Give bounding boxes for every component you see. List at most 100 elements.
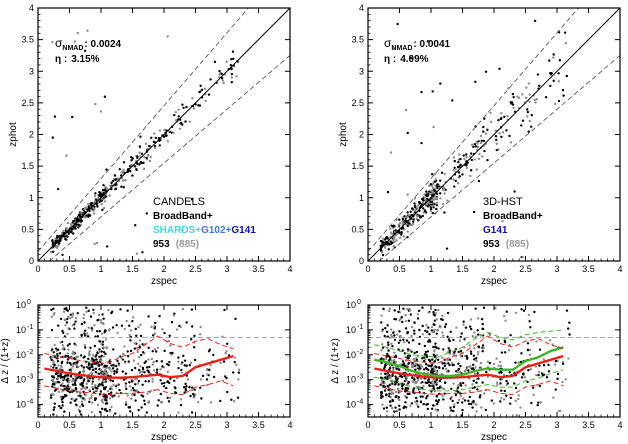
- data-point: [421, 198, 424, 201]
- data-point: [437, 398, 441, 402]
- data-point: [49, 250, 53, 254]
- legend-block: CANDELS BroadBand+ SHARDS+G102+G141 953(…: [153, 196, 256, 250]
- data-point: [130, 397, 133, 400]
- data-point: [83, 329, 87, 332]
- data-point: [471, 334, 475, 338]
- data-point: [225, 350, 228, 353]
- data-point: [433, 378, 436, 382]
- data-point: [106, 371, 109, 375]
- data-point: [91, 368, 95, 372]
- data-point: [500, 371, 503, 374]
- data-point: [537, 373, 540, 377]
- data-point: [478, 396, 482, 399]
- data-point: [104, 189, 107, 192]
- data-point: [114, 187, 118, 190]
- data-point: [415, 400, 419, 403]
- data-point: [441, 356, 444, 359]
- data-point: [135, 334, 138, 337]
- data-point: [469, 365, 472, 368]
- data-point: [536, 73, 540, 76]
- data-point: [83, 378, 86, 381]
- data-point: [530, 113, 533, 117]
- data-point: [138, 356, 141, 359]
- data-point: [451, 399, 454, 403]
- data-point: [535, 340, 538, 343]
- data-point: [472, 145, 475, 149]
- data-point: [80, 364, 83, 367]
- data-point: [401, 360, 405, 363]
- data-point: [58, 234, 62, 238]
- data-point: [206, 368, 209, 372]
- data-point: [124, 382, 128, 385]
- data-point: [409, 56, 413, 60]
- data-point: [421, 380, 424, 384]
- data-point: [428, 364, 432, 368]
- data-point: [79, 394, 82, 398]
- data-point: [482, 130, 485, 133]
- data-point: [557, 72, 560, 75]
- data-point: [538, 364, 541, 367]
- data-point: [405, 364, 409, 367]
- data-point: [87, 363, 91, 366]
- data-point: [129, 349, 133, 353]
- data-point: [90, 329, 94, 332]
- x-tick-label: 2: [491, 420, 496, 430]
- data-point: [405, 215, 409, 219]
- data-point: [64, 324, 67, 327]
- data-point: [479, 361, 483, 365]
- data-point: [125, 319, 128, 323]
- data-point: [424, 381, 427, 384]
- data-point: [514, 399, 517, 403]
- data-point: [408, 309, 412, 312]
- data-point: [226, 390, 229, 394]
- data-point: [49, 396, 53, 399]
- data-point: [72, 357, 76, 360]
- data-point: [59, 341, 62, 344]
- data-point: [452, 382, 455, 385]
- data-point: [561, 360, 565, 364]
- data-point: [414, 396, 418, 400]
- data-point: [427, 340, 430, 343]
- data-point: [401, 218, 405, 221]
- data-point: [153, 325, 156, 328]
- data-point: [130, 159, 133, 162]
- data-point: [397, 376, 400, 379]
- data-point: [391, 47, 395, 50]
- data-point: [413, 381, 416, 384]
- data-point: [442, 398, 445, 401]
- data-point: [556, 377, 559, 381]
- data-point: [500, 351, 504, 354]
- data-point: [479, 141, 483, 145]
- data-point: [402, 362, 406, 365]
- data-point: [433, 381, 437, 384]
- data-point: [56, 352, 59, 356]
- data-point: [532, 393, 535, 397]
- data-point: [471, 383, 474, 386]
- data-point: [431, 380, 434, 383]
- data-point: [415, 403, 418, 406]
- data-point: [468, 325, 472, 328]
- y-tick-label: 3: [29, 66, 34, 76]
- data-point: [411, 338, 415, 342]
- data-point: [226, 342, 229, 345]
- data-point: [422, 207, 425, 210]
- data-point: [384, 393, 388, 397]
- data-point: [421, 333, 425, 336]
- data-point: [517, 361, 520, 364]
- axis-ticks: [37, 7, 291, 262]
- data-point: [101, 398, 104, 401]
- data-point: [53, 402, 56, 405]
- data-point: [394, 390, 398, 394]
- data-point: [412, 366, 415, 369]
- data-point: [406, 348, 410, 351]
- data-point: [432, 404, 435, 407]
- data-point: [73, 399, 76, 403]
- data-point: [101, 321, 105, 325]
- data-point: [62, 384, 65, 388]
- data-point: [421, 395, 424, 398]
- data-point: [383, 372, 387, 375]
- data-point: [566, 327, 570, 330]
- data-point: [472, 400, 475, 403]
- data-point: [398, 408, 401, 411]
- data-point: [433, 389, 437, 393]
